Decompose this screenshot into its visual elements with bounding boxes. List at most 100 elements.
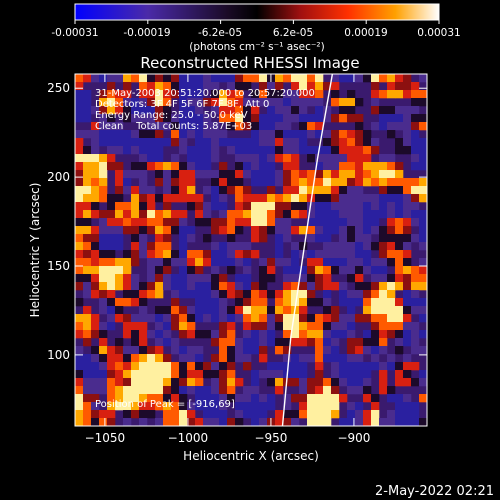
heatmap-pixel bbox=[419, 394, 427, 403]
heatmap-pixel bbox=[131, 162, 140, 171]
heatmap-pixel bbox=[267, 218, 276, 227]
heatmap-pixel bbox=[235, 298, 244, 307]
heatmap-pixel bbox=[211, 218, 220, 227]
heatmap-pixel bbox=[371, 178, 380, 187]
heatmap-pixel bbox=[355, 418, 364, 426]
heatmap-pixel bbox=[291, 106, 300, 115]
heatmap-pixel bbox=[283, 322, 292, 331]
heatmap-pixel bbox=[219, 242, 228, 251]
heatmap-pixel bbox=[211, 90, 220, 99]
heatmap-pixel bbox=[355, 274, 364, 283]
heatmap-pixel bbox=[115, 74, 124, 83]
heatmap-pixel bbox=[395, 146, 404, 155]
heatmap-pixel bbox=[107, 114, 116, 123]
heatmap-pixel bbox=[123, 346, 132, 355]
heatmap-pixel bbox=[107, 122, 116, 131]
heatmap-pixel bbox=[315, 194, 324, 203]
heatmap-pixel bbox=[323, 242, 332, 251]
heatmap-pixel bbox=[315, 402, 324, 411]
heatmap-pixel bbox=[131, 210, 140, 219]
heatmap-pixel bbox=[115, 402, 124, 411]
heatmap-pixel bbox=[195, 298, 204, 307]
heatmap-pixel bbox=[227, 178, 236, 187]
heatmap-pixel bbox=[147, 218, 156, 227]
heatmap-pixel bbox=[219, 226, 228, 235]
heatmap-pixel bbox=[211, 130, 220, 139]
heatmap-pixel bbox=[363, 410, 372, 419]
heatmap-pixel bbox=[123, 322, 132, 331]
heatmap-pixel bbox=[411, 234, 420, 243]
heatmap-pixel bbox=[83, 162, 92, 171]
heatmap-pixel bbox=[355, 354, 364, 363]
heatmap-pixel bbox=[123, 226, 132, 235]
heatmap-pixel bbox=[219, 274, 228, 283]
heatmap-pixel bbox=[331, 98, 340, 107]
heatmap-pixel bbox=[339, 242, 348, 251]
heatmap-pixel bbox=[267, 170, 276, 179]
heatmap-pixel bbox=[227, 210, 236, 219]
heatmap-pixel bbox=[75, 330, 84, 339]
heatmap-pixel bbox=[251, 330, 260, 339]
heatmap-pixel bbox=[179, 242, 188, 251]
heatmap-pixel bbox=[107, 106, 116, 115]
heatmap-pixel bbox=[403, 122, 412, 131]
heatmap-pixel bbox=[243, 210, 252, 219]
heatmap-pixel bbox=[395, 298, 404, 307]
heatmap-pixel bbox=[387, 274, 396, 283]
heatmap-pixel bbox=[75, 98, 84, 107]
heatmap-pixel bbox=[283, 258, 292, 267]
heatmap-pixel bbox=[195, 362, 204, 371]
heatmap-pixel bbox=[187, 290, 196, 299]
heatmap-pixel bbox=[331, 218, 340, 227]
heatmap-pixel bbox=[283, 402, 292, 411]
heatmap-pixel bbox=[243, 346, 252, 355]
heatmap-pixel bbox=[163, 314, 172, 323]
heatmap-pixel bbox=[139, 330, 148, 339]
heatmap-pixel bbox=[347, 314, 356, 323]
heatmap-pixel bbox=[163, 394, 172, 403]
heatmap-pixel bbox=[131, 338, 140, 347]
heatmap-pixel bbox=[355, 202, 364, 211]
heatmap-pixel bbox=[187, 306, 196, 315]
heatmap-pixel bbox=[331, 346, 340, 355]
heatmap-pixel bbox=[179, 138, 188, 147]
heatmap-pixel bbox=[371, 122, 380, 131]
heatmap-pixel bbox=[275, 114, 284, 123]
heatmap-pixel bbox=[403, 146, 412, 155]
heatmap-pixel bbox=[331, 394, 340, 403]
heatmap-pixel bbox=[299, 298, 308, 307]
heatmap-pixel bbox=[267, 378, 276, 387]
heatmap-pixel bbox=[323, 330, 332, 339]
heatmap-pixel bbox=[315, 322, 324, 331]
heatmap-pixel bbox=[275, 314, 284, 323]
heatmap-pixel bbox=[211, 138, 220, 147]
heatmap-pixel bbox=[331, 242, 340, 251]
heatmap-pixel bbox=[171, 338, 180, 347]
heatmap-pixel bbox=[139, 282, 148, 291]
heatmap-pixel bbox=[83, 106, 92, 115]
heatmap-pixel bbox=[355, 378, 364, 387]
heatmap-pixel bbox=[339, 218, 348, 227]
heatmap-pixel bbox=[419, 154, 427, 163]
heatmap-pixel bbox=[235, 282, 244, 291]
heatmap-pixel bbox=[315, 298, 324, 307]
heatmap-pixel bbox=[219, 378, 228, 387]
heatmap-pixel bbox=[147, 250, 156, 259]
heatmap-pixel bbox=[363, 338, 372, 347]
heatmap-pixel bbox=[115, 218, 124, 227]
heatmap-pixel bbox=[291, 394, 300, 403]
heatmap-pixel bbox=[155, 154, 164, 163]
heatmap-pixel bbox=[147, 402, 156, 411]
heatmap-pixel bbox=[83, 74, 92, 83]
heatmap-pixel bbox=[275, 306, 284, 315]
heatmap-pixel bbox=[283, 154, 292, 163]
heatmap-pixel bbox=[211, 386, 220, 395]
heatmap-pixel bbox=[315, 274, 324, 283]
heatmap-pixel bbox=[387, 234, 396, 243]
heatmap-pixel bbox=[211, 274, 220, 283]
heatmap-pixel bbox=[227, 250, 236, 259]
heatmap-pixel bbox=[275, 242, 284, 251]
heatmap-pixel bbox=[147, 82, 156, 91]
heatmap-pixel bbox=[307, 282, 316, 291]
heatmap-pixel bbox=[331, 162, 340, 171]
